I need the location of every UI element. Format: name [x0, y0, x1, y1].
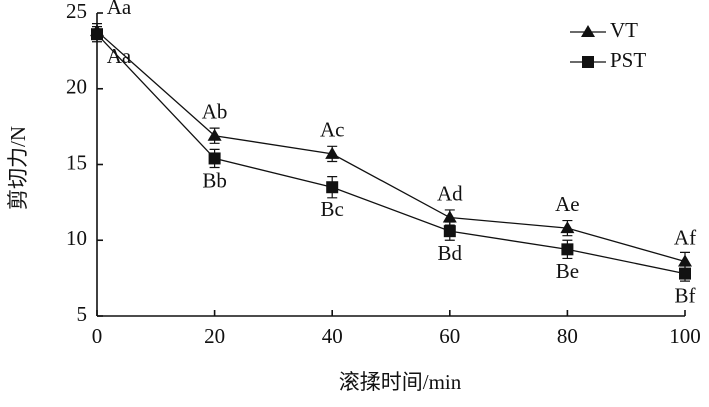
point-label: Ab [202, 100, 228, 124]
legend-label: PST [610, 48, 646, 72]
legend-marker [582, 56, 594, 68]
series-line [96, 33, 686, 275]
y-tick-label: 5 [77, 302, 88, 326]
y-tick-label: 25 [66, 0, 87, 23]
x-tick-label: 60 [439, 324, 460, 348]
marker [443, 225, 456, 238]
point-label: Bc [321, 197, 344, 221]
point-label: Ae [555, 192, 580, 216]
marker [326, 181, 339, 194]
marker [208, 152, 221, 165]
marker [678, 254, 692, 267]
x-tick-label: 80 [557, 324, 578, 348]
point-label: Ad [437, 181, 463, 205]
point-label: Af [674, 225, 696, 249]
series-line [96, 30, 686, 263]
marker [679, 267, 691, 280]
marker [207, 128, 222, 141]
x-tick-label: 20 [204, 324, 225, 348]
marker [560, 221, 575, 234]
x-tick-label: 40 [322, 324, 343, 348]
legend-label: VT [610, 18, 638, 42]
x-tick-label: 0 [92, 324, 103, 348]
y-tick-label: 10 [66, 226, 87, 250]
marker [561, 243, 574, 256]
point-label: Bb [202, 168, 227, 192]
marker [442, 210, 457, 223]
y-tick-label: 20 [66, 75, 87, 99]
point-label: Aa [107, 0, 132, 19]
x-tick-label: 100 [669, 324, 701, 348]
legend-marker [581, 25, 595, 37]
marker [325, 146, 340, 159]
point-label: Bf [675, 283, 696, 307]
y-axis-label: 剪切力/N [6, 126, 30, 210]
point-label: Be [556, 259, 579, 283]
marker [91, 28, 103, 41]
point-label: Bd [438, 241, 463, 265]
x-axis-label: 滚揉时间/min [339, 370, 462, 394]
point-label: Aa [107, 44, 132, 68]
y-tick-label: 15 [66, 150, 87, 174]
point-label: Ac [320, 118, 345, 142]
